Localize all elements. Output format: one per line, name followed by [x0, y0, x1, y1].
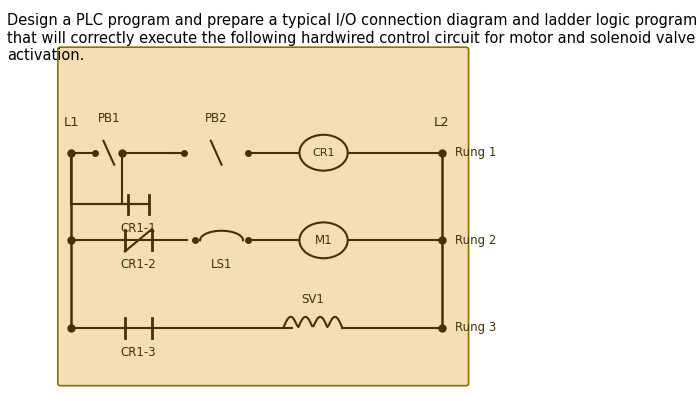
Text: CR1-3: CR1-3: [120, 346, 156, 359]
FancyBboxPatch shape: [58, 47, 468, 386]
Text: SV1: SV1: [301, 293, 324, 306]
Text: CR1-2: CR1-2: [120, 258, 156, 271]
Text: Design a PLC program and prepare a typical I/O connection diagram and ladder log: Design a PLC program and prepare a typic…: [7, 13, 696, 63]
Text: Rung 1: Rung 1: [455, 146, 496, 159]
Text: LS1: LS1: [211, 258, 232, 271]
Text: PB2: PB2: [205, 112, 228, 125]
Text: L1: L1: [63, 116, 79, 129]
Text: M1: M1: [315, 234, 333, 247]
Text: Rung 2: Rung 2: [455, 234, 496, 247]
Text: CR1: CR1: [313, 148, 335, 158]
Text: CR1-1: CR1-1: [120, 223, 156, 235]
Text: L2: L2: [434, 116, 450, 129]
Text: Rung 3: Rung 3: [455, 322, 496, 334]
Text: PB1: PB1: [97, 112, 120, 125]
